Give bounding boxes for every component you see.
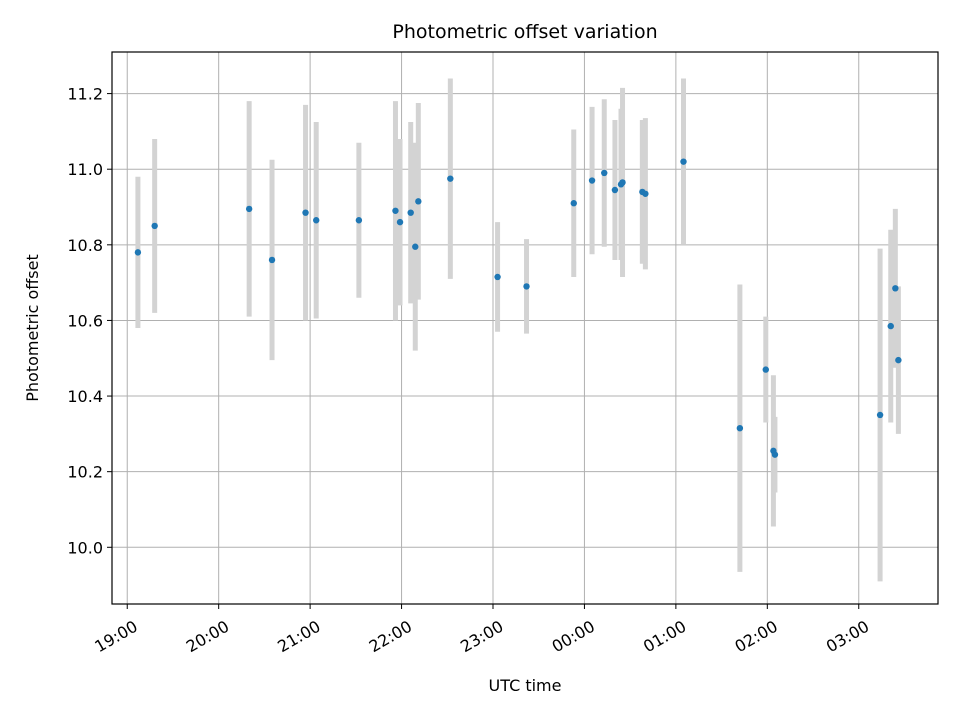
data-point (355, 217, 363, 224)
data-point (134, 249, 142, 256)
y-axis-label: Photometric offset (23, 254, 42, 402)
data-point (407, 209, 414, 216)
data-point (302, 209, 309, 216)
data-point (570, 200, 577, 207)
y-tick-label: 10.0 (67, 538, 103, 557)
data-point (611, 186, 619, 194)
data-point (771, 451, 779, 458)
x-axis-label: UTC time (489, 676, 562, 695)
data-point (523, 283, 530, 290)
data-point (494, 273, 501, 281)
data-point (415, 198, 422, 205)
data-point (588, 177, 596, 184)
data-point (887, 322, 894, 330)
y-tick-label: 10.6 (67, 311, 103, 330)
data-point (619, 179, 626, 186)
y-tick-label: 10.4 (67, 387, 103, 406)
y-tick-label: 10.2 (67, 463, 103, 482)
plot-area-frame (111, 51, 939, 605)
data-point (895, 356, 902, 364)
data-point (736, 424, 744, 432)
data-points (134, 158, 902, 458)
data-point (601, 169, 608, 177)
data-point (396, 218, 404, 226)
data-point (642, 190, 649, 197)
y-axis-ticks: 10.0 10.2 10.4 10.6 10.8 11.0 11.2 (67, 85, 112, 557)
y-tick-label: 11.2 (67, 85, 103, 104)
y-tick-label: 10.8 (67, 236, 103, 255)
data-point (268, 256, 276, 264)
data-point (392, 207, 399, 214)
data-point (447, 175, 454, 182)
data-point (245, 205, 253, 213)
data-point (892, 285, 899, 292)
data-point (313, 217, 320, 224)
data-point (876, 411, 884, 419)
data-point (412, 243, 419, 250)
y-tick-label: 11.0 (67, 160, 103, 179)
data-point (762, 366, 769, 373)
chart-title: Photometric offset variation (392, 21, 657, 43)
data-point (680, 158, 687, 165)
data-point (151, 222, 158, 230)
